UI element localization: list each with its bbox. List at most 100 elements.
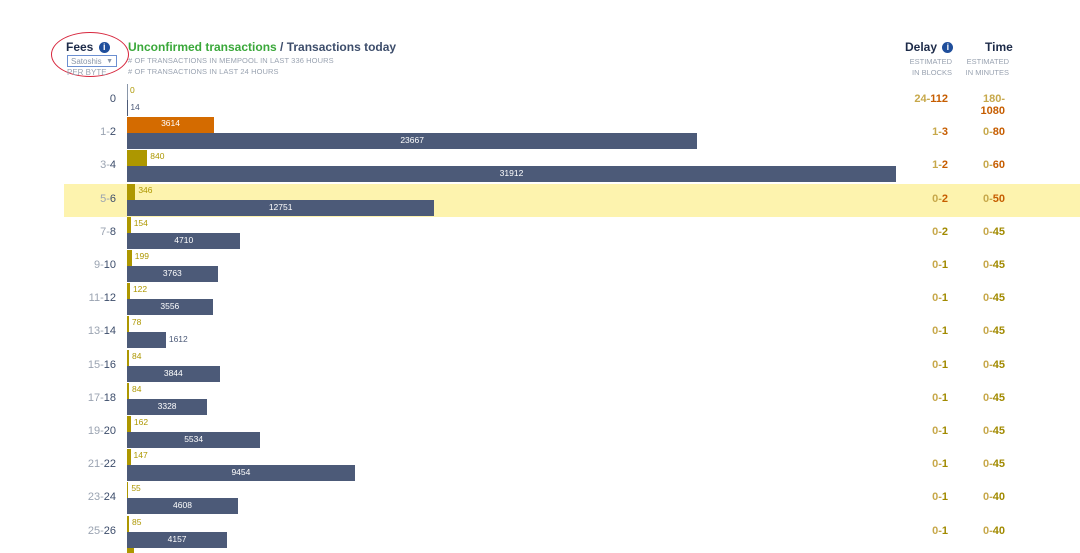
bar-unconfirmed[interactable] [127, 416, 131, 432]
bar-unconfirmed[interactable] [127, 216, 131, 233]
time-high: 45 [992, 458, 1005, 471]
delay-estimate: 0-2 [903, 226, 948, 238]
bar-today[interactable] [127, 133, 698, 150]
fee-unit-select[interactable]: Satoshis ▼ [67, 55, 117, 67]
delay-high: 2 [941, 159, 948, 172]
bar-unconfirmed[interactable] [127, 349, 130, 366]
time-high: 40 [992, 524, 1005, 537]
fee-range-label: 3-4 [64, 159, 116, 171]
delay-high: 1 [941, 425, 948, 437]
time-low: 180- [982, 93, 1005, 105]
time-sub-line2: IN MINUTES [965, 68, 1009, 77]
delay-high: 2 [941, 192, 948, 205]
bar-unconfirmed[interactable] [127, 515, 130, 532]
data-label-today: 14 [130, 102, 140, 112]
delay-low: 0- [932, 425, 942, 437]
bar-unconfirmed[interactable] [127, 183, 136, 200]
time-low: 0- [982, 458, 993, 471]
delay-high: 2 [941, 225, 948, 238]
fee-range-label: 25-26 [64, 525, 116, 537]
time-header: Time [985, 40, 1013, 54]
fee-range-low: 11- [88, 292, 104, 305]
fee-range-high: 20 [103, 425, 116, 437]
data-label-unconfirmed: 122 [132, 284, 148, 295]
time-low: 0- [982, 325, 993, 338]
data-label-unconfirmed: 162 [133, 417, 149, 427]
fee-range-label: 1-2 [64, 126, 116, 138]
bar-today[interactable] [127, 266, 218, 282]
time-low: 0- [982, 126, 993, 139]
delay-header: Delay i [905, 40, 954, 54]
bar-today[interactable] [127, 299, 213, 316]
time-estimate: 0-45 [960, 292, 1005, 304]
delay-low: 0- [932, 391, 942, 404]
bar-today[interactable] [127, 498, 239, 515]
time-subtitle: ESTIMATED IN MINUTES [957, 56, 1009, 78]
time-high: 45 [992, 259, 1005, 271]
fee-unit-value: Satoshis [71, 57, 102, 66]
fee-range-high: 22 [103, 458, 116, 471]
delay-sub-line2: IN BLOCKS [911, 68, 952, 77]
bar-today[interactable] [127, 398, 208, 415]
fees-header: Fees i [66, 40, 110, 54]
time-high: 1080 [980, 105, 1005, 117]
bar-unconfirmed[interactable] [127, 250, 132, 266]
time-low: 0- [982, 524, 993, 537]
delay-subtitle: ESTIMATED IN BLOCKS [902, 56, 952, 78]
bar-unconfirmed[interactable] [127, 482, 129, 499]
time-estimate: 0-45 [960, 325, 1005, 337]
fee-range-low: 19- [87, 425, 104, 437]
info-icon[interactable]: i [942, 42, 954, 53]
fee-unit-suffix: PER BYTE [67, 68, 107, 77]
fee-range-low: 5- [100, 192, 110, 205]
delay-low: 0- [932, 292, 942, 305]
fee-range-high: 4 [109, 159, 116, 172]
time-estimate: 0-60 [960, 159, 1005, 171]
delay-low: 24- [914, 93, 931, 105]
bar-today[interactable] [127, 232, 241, 249]
bar-today[interactable] [127, 432, 261, 448]
time-high: 50 [992, 192, 1005, 205]
bar-today[interactable] [127, 332, 166, 349]
fee-range-label: 17-18 [64, 392, 116, 404]
time-estimate: 0-40 [960, 525, 1005, 537]
bar-today[interactable] [127, 531, 228, 548]
fee-range-low: 17- [87, 391, 104, 404]
fee-range-label: 5-6 [64, 193, 116, 205]
data-label-today: 4710 [174, 234, 194, 245]
time-low: 0- [982, 192, 993, 205]
bar-today[interactable] [127, 199, 435, 216]
data-label-today: 4157 [167, 533, 187, 544]
time-estimate: 0-45 [960, 259, 1005, 271]
delay-low: 1- [932, 159, 942, 172]
delay-estimate: 0-1 [903, 292, 948, 304]
bar-today[interactable] [127, 465, 355, 482]
bar-unconfirmed[interactable] [127, 283, 130, 300]
time-low: 0- [982, 259, 993, 271]
fee-range-label: 9-10 [64, 259, 116, 271]
time-high: 45 [992, 325, 1005, 338]
bar-unconfirmed[interactable] [127, 117, 215, 134]
delay-low: 0- [932, 524, 942, 537]
time-high: 45 [992, 292, 1005, 305]
time-high: 45 [992, 225, 1005, 238]
bar-unconfirmed[interactable] [127, 449, 131, 466]
bar-unconfirmed[interactable] [127, 316, 129, 333]
delay-estimate: 0-1 [903, 458, 948, 470]
data-label-unconfirmed: 346 [138, 184, 153, 195]
bar-today[interactable] [127, 365, 220, 382]
bar-unconfirmed[interactable] [127, 382, 130, 399]
fee-range-high: 8 [109, 225, 116, 238]
delay-low: 0- [932, 325, 942, 338]
chart-title: Unconfirmed transactions / Transactions … [128, 40, 396, 54]
data-label-unconfirmed: 85 [132, 516, 142, 527]
title-separator: / [276, 40, 287, 54]
info-icon[interactable]: i [98, 42, 110, 53]
time-low: 0- [982, 225, 993, 238]
fees-label: Fees [66, 40, 94, 54]
bar-today[interactable] [127, 166, 896, 183]
bar-unconfirmed[interactable] [127, 150, 148, 167]
data-label-unconfirmed: 84 [132, 350, 142, 361]
fee-range-high: 10 [103, 259, 116, 271]
delay-high: 1 [941, 458, 948, 471]
